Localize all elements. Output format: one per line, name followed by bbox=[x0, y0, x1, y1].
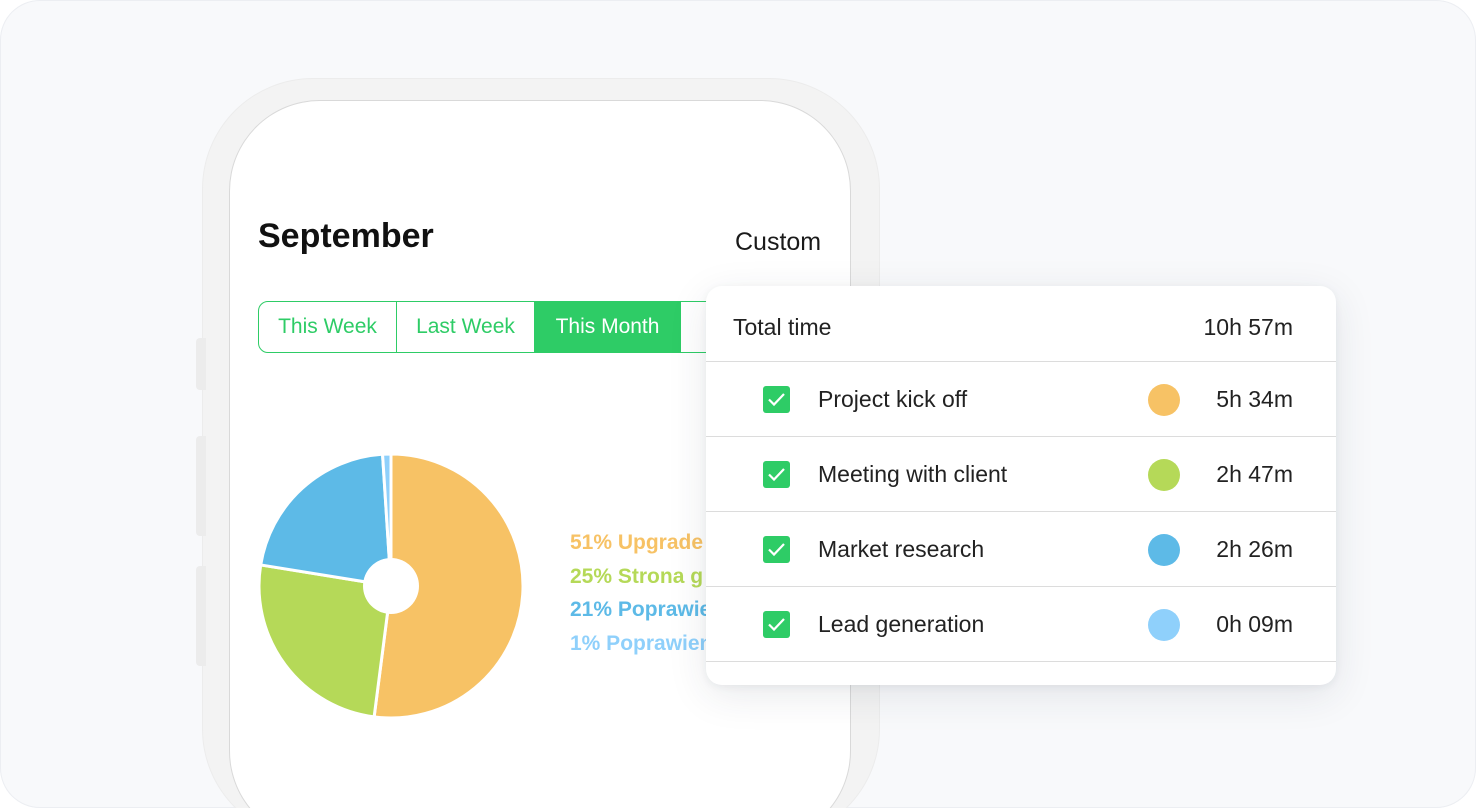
task-checkbox[interactable] bbox=[763, 536, 790, 563]
checkmark-icon bbox=[768, 393, 785, 407]
total-time-row: Total time 10h 57m bbox=[706, 286, 1336, 362]
task-color-dot bbox=[1148, 384, 1180, 416]
checkmark-icon bbox=[768, 468, 785, 482]
legend-item-poprawien: 1% Poprawien bbox=[570, 631, 713, 655]
task-checkbox[interactable] bbox=[763, 461, 790, 488]
total-time-label: Total time bbox=[733, 314, 832, 340]
legend-item-upgrade: 51% Upgrade bbox=[570, 531, 704, 554]
task-color-dot bbox=[1148, 609, 1180, 641]
task-checkbox[interactable] bbox=[763, 611, 790, 638]
phone-side-button bbox=[196, 436, 206, 536]
pie-slice-1 bbox=[372, 452, 525, 720]
period-tabs: This Week Last Week This Month L bbox=[258, 301, 850, 353]
chart-legend: 51% Upgrade 25% Strona g 21% Poprawie 1%… bbox=[570, 531, 712, 665]
tab-last-week[interactable]: Last Week bbox=[397, 302, 535, 352]
task-name: Meeting with client bbox=[818, 461, 1008, 487]
pie-slice-2 bbox=[257, 563, 393, 719]
pie-center-hole bbox=[363, 558, 419, 614]
page-title: September bbox=[258, 217, 434, 255]
task-row[interactable]: Meeting with client 2h 47m bbox=[706, 437, 1336, 512]
pie-slice-4 bbox=[380, 452, 393, 587]
task-time: 0h 09m bbox=[1216, 611, 1293, 637]
legend-item-strona: 25% Strona g bbox=[570, 564, 704, 588]
tab-this-month[interactable]: This Month bbox=[535, 302, 681, 352]
checkmark-icon bbox=[768, 618, 785, 632]
task-row[interactable]: Lead generation 0h 09m bbox=[706, 587, 1336, 662]
task-time: 2h 47m bbox=[1216, 461, 1293, 487]
checkmark-icon bbox=[768, 543, 785, 557]
task-name: Market research bbox=[818, 536, 985, 562]
task-row[interactable]: Market research 2h 26m bbox=[706, 512, 1336, 587]
legend-item-poprawie: 21% Poprawie bbox=[570, 598, 712, 621]
phone-side-button bbox=[196, 338, 206, 390]
tab-this-week[interactable]: This Week bbox=[259, 302, 397, 352]
task-row[interactable]: Project kick off 5h 34m bbox=[706, 362, 1336, 437]
task-color-dot bbox=[1148, 459, 1180, 491]
task-name: Lead generation bbox=[818, 611, 985, 637]
task-time: 2h 26m bbox=[1216, 536, 1293, 562]
pie-slice-3 bbox=[258, 452, 393, 588]
phone-side-button bbox=[196, 566, 206, 666]
task-color-dot bbox=[1148, 534, 1180, 566]
task-time: 5h 34m bbox=[1216, 386, 1293, 412]
total-time-value: 10h 57m bbox=[1203, 314, 1293, 340]
task-name: Project kick off bbox=[818, 386, 968, 412]
time-summary-card: Total time 10h 57m Project kick off 5h 3… bbox=[706, 286, 1336, 685]
pie-chart bbox=[257, 452, 525, 720]
task-checkbox[interactable] bbox=[763, 386, 790, 413]
custom-range-link[interactable]: Custom bbox=[735, 228, 822, 256]
